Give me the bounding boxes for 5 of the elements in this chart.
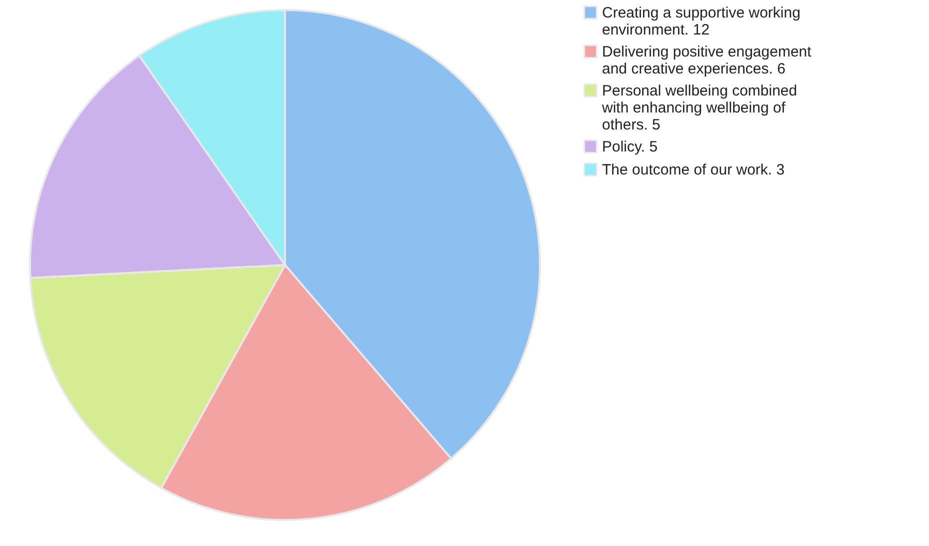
legend-label: Delivering positive engagement and creative experiences. 6 [602, 44, 812, 78]
legend-label: Creating a supportive working environment. 12 [602, 4, 800, 38]
legend-label: The outcome of our work. 3 [602, 162, 785, 178]
legend-label: Personal wellbeing combined with enhancing wellbeing of others. 5 [601, 82, 798, 134]
legend-label: Policy. 5 [602, 138, 658, 156]
